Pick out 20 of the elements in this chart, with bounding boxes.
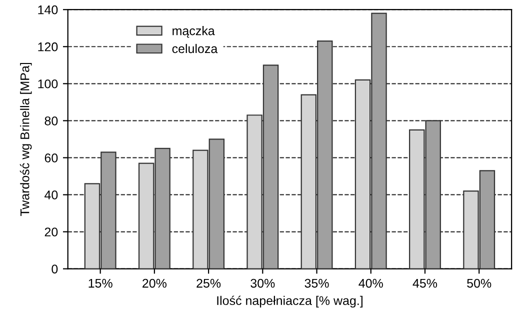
y-tick-label: 80 <box>44 116 58 126</box>
y-axis-title: Twardość wg Brinella [MPa] <box>20 62 32 216</box>
x-tick-label: 15% <box>88 278 112 288</box>
legend-label: celuloza <box>172 44 218 54</box>
y-tick-label: 20 <box>44 228 58 236</box>
y-tick-label: 40 <box>44 190 58 200</box>
x-axis-title: Ilość napełniacza [% wag.] <box>217 296 362 308</box>
x-tick-label: 50% <box>467 278 492 288</box>
x-tick-label: 20% <box>142 278 166 288</box>
x-tick-label: 35% <box>304 278 329 288</box>
x-tick-label: 30% <box>250 278 275 288</box>
x-tick-label: 40% <box>358 278 383 288</box>
y-tick-label: 0 <box>52 264 58 274</box>
y-tick-label: 120 <box>38 42 58 52</box>
x-tick-label: 25% <box>196 278 221 288</box>
y-tick-label: 60 <box>44 154 58 162</box>
y-tick-label: 100 <box>38 79 58 88</box>
legend-label: mączka <box>172 26 215 38</box>
x-tick-label: 45% <box>412 278 438 288</box>
y-tick-label: 140 <box>38 5 58 14</box>
